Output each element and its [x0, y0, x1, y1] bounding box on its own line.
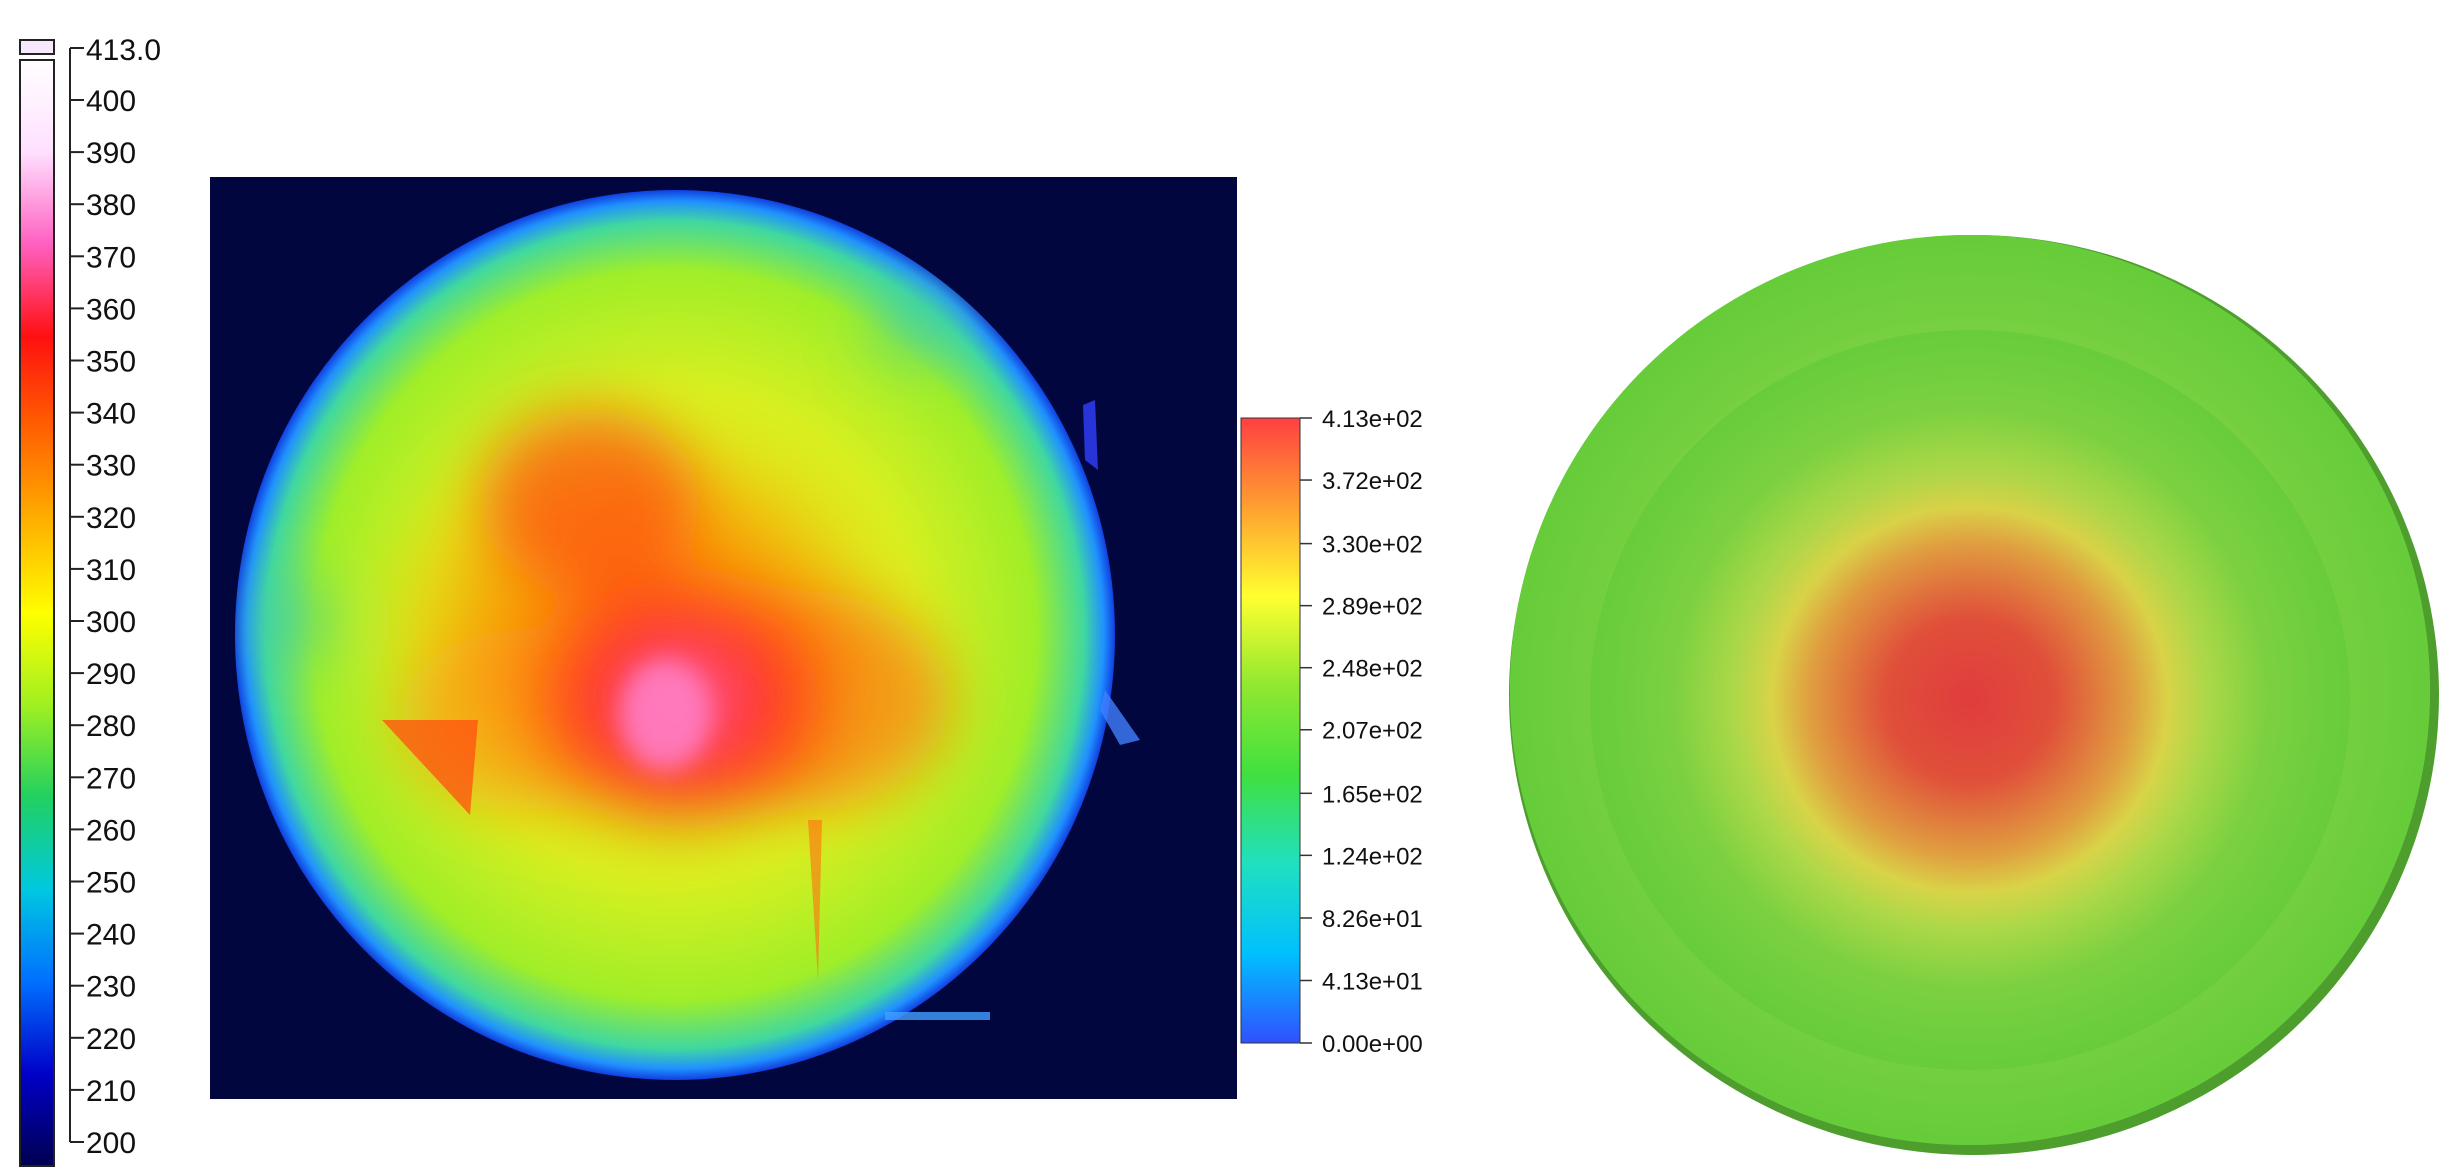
colorbar-thermal-tick-label: 240: [86, 919, 136, 952]
colorbar-thermal-tick-label: 330: [86, 450, 136, 483]
thermal-hotspot-field: [235, 260, 990, 980]
colorbar-thermal-tick-label: 260: [86, 814, 136, 847]
colorbar-simulation-tick-label: 1.65e+02: [1322, 781, 1423, 808]
colorbar-thermal-tick-label: 390: [86, 137, 136, 170]
colorbar-simulation-tick-label: 2.89e+02: [1322, 594, 1423, 621]
colorbar-thermal: 413.0 400 390 380 370 360 350 340 330 320 310 300 29…: [19, 34, 161, 1167]
colorbar-thermal-tick-label: 300: [86, 606, 136, 639]
colorbar-simulation-gradient: [1240, 417, 1301, 1044]
colorbar-thermal-tick-label: 290: [86, 658, 136, 691]
colorbar-thermal-tick-label: 250: [86, 867, 136, 900]
colorbar-thermal-tick-label: 230: [86, 971, 136, 1004]
colorbar-thermal-tick-label: 270: [86, 762, 136, 795]
simulation-hot-center: [1590, 330, 2350, 1070]
colorbar-simulation-tick-label: 2.48e+02: [1322, 656, 1423, 683]
colorbar-thermal-top-marker: [19, 39, 55, 55]
colorbar-thermal-tick-label: 320: [86, 502, 136, 535]
colorbar-simulation: 4.13e+02 3.72e+02 3.30e+02 2.89e+02 2.48e+02…: [1240, 406, 1423, 1058]
colorbar-thermal-tick-label: 340: [86, 398, 136, 431]
colorbar-thermal-tick-label: 360: [86, 293, 136, 326]
colorbar-simulation-tick-label: 0.00e+00: [1322, 1031, 1423, 1058]
colorbar-thermal-top-label: 413.0: [86, 34, 161, 67]
colorbar-thermal-tick-label: 210: [86, 1075, 136, 1108]
colorbar-thermal-tick-label: 350: [86, 346, 136, 379]
thermal-artifact-edge: [885, 1012, 990, 1020]
colorbar-simulation-tick-label: 3.72e+02: [1322, 468, 1423, 495]
thermal-image-panel: [210, 177, 1237, 1099]
colorbar-thermal-tick-label: 400: [86, 85, 136, 118]
colorbar-thermal-gradient: [19, 59, 55, 1167]
colorbar-simulation-tick-label: 3.30e+02: [1322, 532, 1423, 559]
colorbar-simulation-tick-label: 1.24e+02: [1322, 843, 1423, 870]
simulation-panel: [1509, 235, 2439, 1155]
colorbar-thermal-tick-label: 310: [86, 554, 136, 587]
colorbar-simulation-tick-label: 8.26e+01: [1322, 906, 1423, 933]
colorbar-simulation-tick-label: 2.07e+02: [1322, 718, 1423, 745]
colorbar-thermal-tick-label: 200: [86, 1127, 136, 1160]
colorbar-thermal-tick-label: 220: [86, 1023, 136, 1056]
colorbar-simulation-tick-label: 4.13e+01: [1322, 969, 1423, 996]
colorbar-thermal-ticks: 413.0 400 390 380 370 360 350 340 330 320 310 300 29…: [69, 34, 161, 1160]
colorbar-thermal-tick-label: 280: [86, 710, 136, 743]
colorbar-simulation-ticks: 4.13e+02 3.72e+02 3.30e+02 2.89e+02 2.48e+02…: [1300, 406, 1423, 1058]
thermal-artifact-edge: [1100, 690, 1140, 745]
colorbar-thermal-tick-label: 370: [86, 241, 136, 274]
thermal-artifact-edge: [1083, 400, 1098, 470]
colorbar-thermal-tick-label: 380: [86, 189, 136, 222]
colorbar-simulation-tick-label: 4.13e+02: [1322, 406, 1423, 433]
